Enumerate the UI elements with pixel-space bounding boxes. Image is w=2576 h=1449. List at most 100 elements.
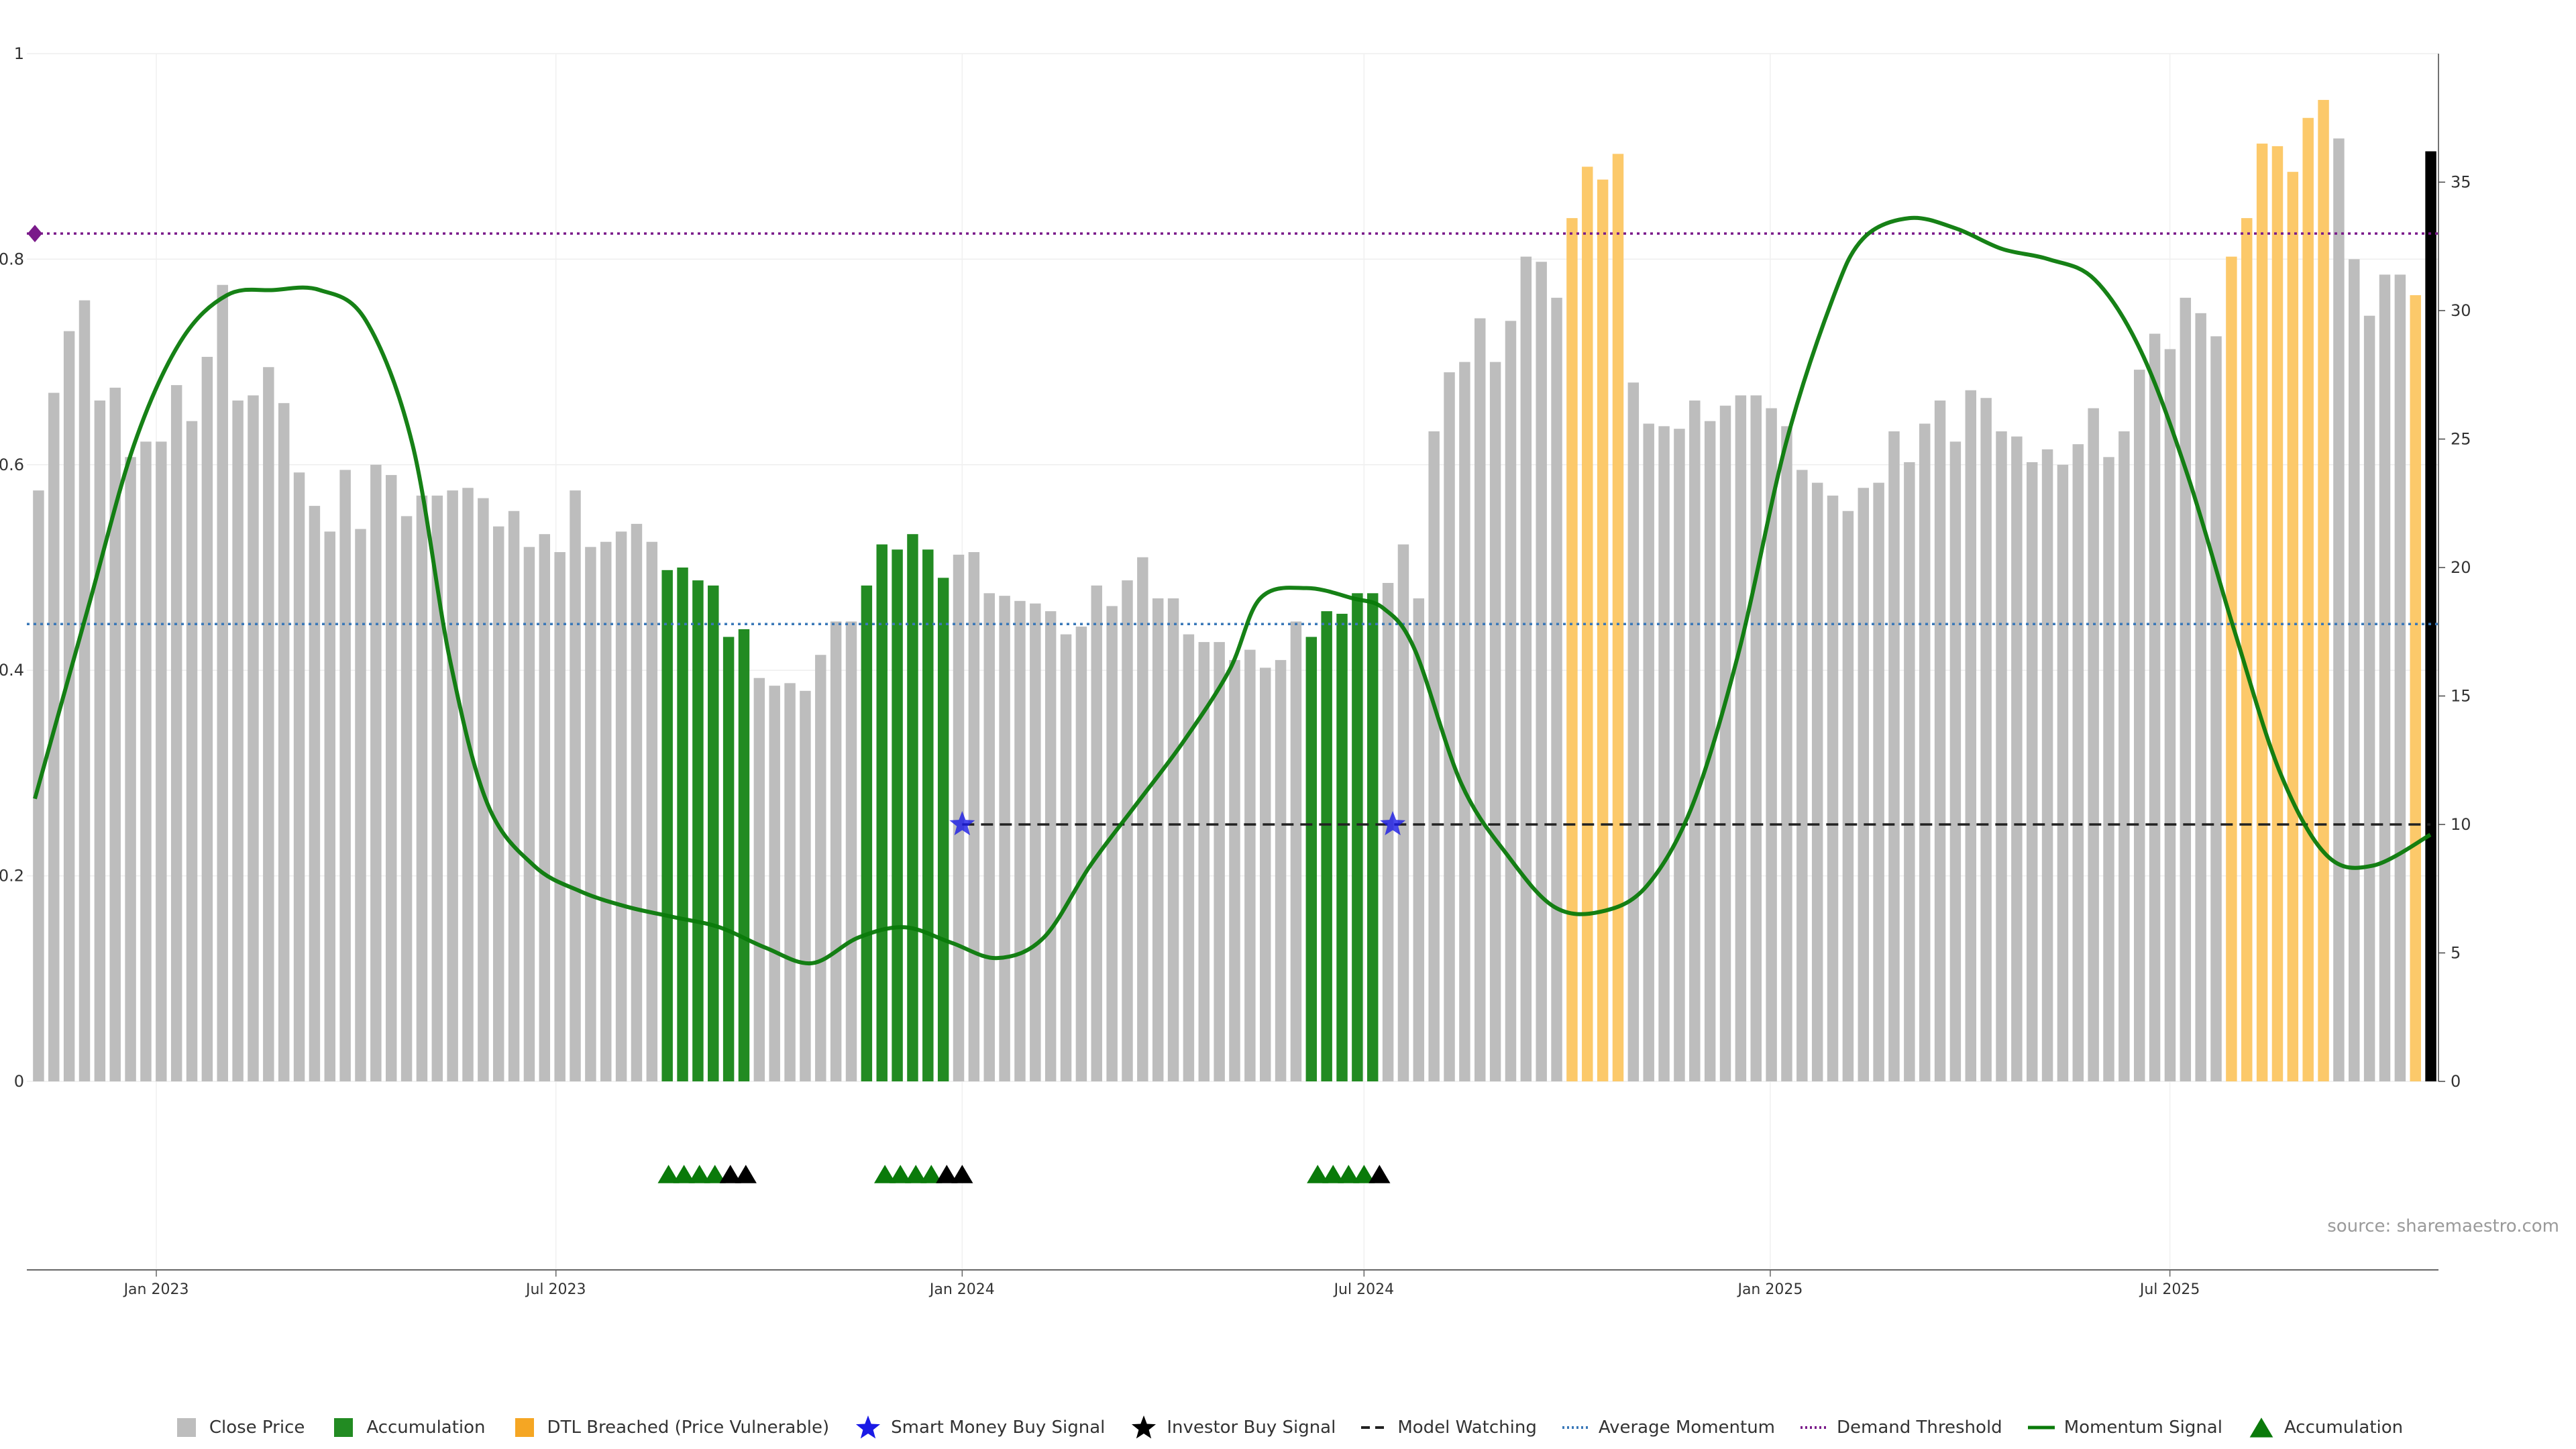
- price-bar: [1397, 544, 1409, 1081]
- legend-dotted-line-icon: [1562, 1426, 1589, 1429]
- price-bar: [201, 356, 213, 1082]
- legend-square-icon: [334, 1418, 354, 1437]
- signal-row: [657, 1165, 1391, 1183]
- price-bar: [1781, 426, 1792, 1081]
- price-bar: [1674, 429, 1685, 1081]
- legend-star-icon: [856, 1415, 881, 1439]
- price-bar: [1030, 603, 1041, 1081]
- y-right-tick-label: 35: [2451, 173, 2471, 192]
- price-bar: [2088, 408, 2099, 1081]
- gridlines: [27, 53, 2438, 1270]
- price-bar: [2226, 256, 2237, 1081]
- price-bar: [263, 367, 274, 1081]
- price-bar: [1612, 154, 1624, 1081]
- y-right-tick-label: 20: [2451, 558, 2471, 577]
- price-bar: [2271, 146, 2284, 1081]
- price-bar: [1965, 390, 1977, 1081]
- reference-lines: [27, 232, 2438, 826]
- legend-label: Close Price: [209, 1417, 305, 1438]
- price-bar: [248, 395, 259, 1081]
- price-bar: [1428, 431, 1440, 1081]
- price-bar: [2011, 436, 2023, 1081]
- legend-item: Momentum Signal: [2027, 1415, 2222, 1440]
- price-bar: [140, 441, 152, 1081]
- price-bar: [2072, 444, 2084, 1081]
- price-bar: [109, 387, 121, 1081]
- price-bar: [1888, 431, 1900, 1081]
- price-bar: [1106, 606, 1118, 1081]
- price-bar: [876, 544, 888, 1081]
- price-bar: [1336, 613, 1348, 1081]
- price-bar: [585, 547, 596, 1081]
- price-bar: [462, 488, 474, 1081]
- price-bar: [815, 655, 826, 1081]
- price-bar: [2118, 431, 2130, 1081]
- accumulation-triangle: [704, 1165, 726, 1183]
- legend-square-icon: [176, 1418, 196, 1437]
- price-bar: [769, 686, 780, 1081]
- price-bar: [692, 580, 704, 1081]
- price-bar: [539, 534, 551, 1081]
- legend-label: Smart Money Buy Signal: [891, 1417, 1106, 1438]
- legend-label: Accumulation: [366, 1417, 486, 1438]
- price-bar: [1489, 362, 1501, 1081]
- price-bar: [937, 578, 949, 1081]
- y-right-tick-label: 0: [2451, 1072, 2461, 1091]
- price-bar: [983, 593, 995, 1081]
- price-bar: [324, 531, 335, 1081]
- legend-triangle-swatch: [2249, 1417, 2273, 1438]
- price-bar: [800, 690, 811, 1081]
- demand-threshold-diamond: [28, 225, 42, 243]
- legend-label: Momentum Signal: [2063, 1417, 2222, 1438]
- y-right-tick-label: 25: [2451, 430, 2471, 449]
- legend-label: Average Momentum: [1598, 1417, 1776, 1438]
- price-bar: [631, 523, 643, 1081]
- legend-item: Accumulation: [330, 1415, 486, 1440]
- investor-buy-signal-marker: [951, 1165, 973, 1183]
- price-bar: [2379, 274, 2391, 1081]
- legend-label: DTL Breached (Price Vulnerable): [547, 1417, 830, 1438]
- y-right-tick-label: 15: [2451, 687, 2471, 706]
- price-bar: [400, 516, 413, 1081]
- accumulation-triangle: [1322, 1165, 1344, 1183]
- smart-money-buy-star: [1380, 811, 1406, 836]
- price-bar: [1919, 423, 1931, 1081]
- investor-buy-signal-marker: [719, 1165, 741, 1183]
- legend-item: Average Momentum: [1562, 1415, 1775, 1440]
- price-bar: [2026, 462, 2038, 1081]
- y-left-tick-label: 0.6: [0, 455, 24, 474]
- price-bar: [570, 490, 581, 1081]
- legend-triangle-icon: [2249, 1417, 2273, 1438]
- price-bar: [508, 511, 520, 1081]
- price-bar: [1796, 470, 1808, 1081]
- legend-star-swatch: [856, 1415, 881, 1439]
- price-bar: [1873, 482, 1884, 1081]
- accumulation-triangle: [1338, 1165, 1360, 1183]
- y-left-tick-label: 0: [14, 1072, 24, 1091]
- price-bar: [125, 457, 136, 1081]
- price-bar: [753, 678, 765, 1081]
- price-bar: [1566, 218, 1578, 1081]
- accumulation-triangle: [1307, 1165, 1329, 1183]
- price-bar: [1750, 395, 1762, 1081]
- price-bar: [1075, 627, 1087, 1081]
- price-bar: [217, 284, 228, 1082]
- legend-dotted-line-icon: [1801, 1426, 1828, 1429]
- price-bar: [953, 554, 965, 1081]
- price-bar: [2103, 457, 2114, 1081]
- price-bar: [615, 531, 627, 1081]
- price-bar: [2410, 295, 2421, 1081]
- price-bar: [845, 621, 857, 1081]
- price-bar: [922, 549, 934, 1081]
- price-bar: [2302, 117, 2314, 1081]
- accumulation-triangle: [905, 1165, 927, 1183]
- price-bar: [431, 495, 443, 1081]
- price-bar: [1060, 634, 1072, 1081]
- price-bar: [1122, 580, 1133, 1081]
- price-bar: [2057, 464, 2069, 1081]
- price-bar: [2394, 274, 2406, 1081]
- price-bar: [78, 300, 91, 1082]
- x-tick-label: Jul 2023: [525, 1281, 586, 1298]
- price-bar: [2180, 297, 2192, 1082]
